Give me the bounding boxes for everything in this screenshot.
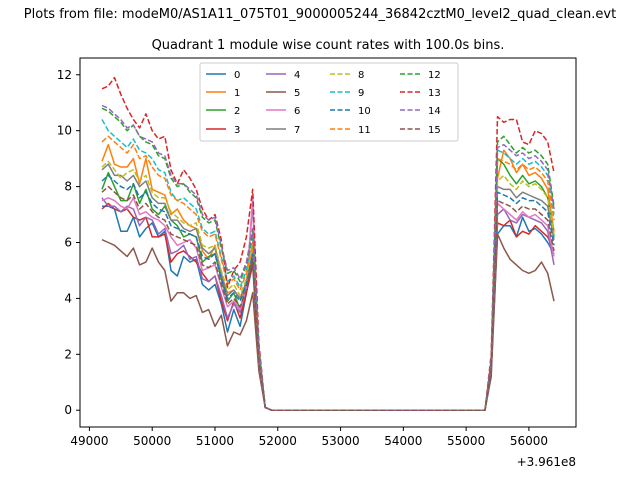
x-tick-label: 50000	[133, 434, 171, 448]
legend-label-3: 3	[234, 125, 240, 136]
legend-label-4: 4	[294, 70, 300, 81]
series-line-11	[101, 135, 555, 411]
y-tick-label: 2	[64, 347, 72, 361]
series-line-0	[102, 205, 555, 411]
y-tick-label: 12	[57, 68, 72, 82]
figure-suptitle: Plots from file: modeM0/AS1A11_075T01_90…	[24, 7, 616, 22]
series-line-10	[101, 174, 555, 411]
y-tick-label: 0	[64, 403, 72, 417]
plot-area: 49000 50000 51000 52000 53000 54000 55000 56000…	[57, 57, 577, 469]
series-layer	[101, 76, 555, 411]
y-axis: 0 2 4 6 8 10 12	[57, 68, 80, 417]
series-line-7	[101, 163, 555, 411]
legend-label-12: 12	[428, 70, 441, 81]
legend-label-5: 5	[294, 88, 300, 99]
series-line-8	[101, 160, 555, 411]
legend-label-7: 7	[294, 125, 300, 136]
chart-title: Quadrant 1 module wise count rates with …	[152, 38, 505, 53]
legend-label-8: 8	[358, 70, 364, 81]
y-tick-label: 6	[64, 236, 72, 250]
legend-label-9: 9	[358, 88, 364, 99]
legend-label-14: 14	[428, 106, 441, 117]
legend-label-1: 1	[234, 88, 240, 99]
legend-label-2: 2	[234, 106, 240, 117]
legend-frame	[199, 62, 459, 142]
series-line-15	[101, 185, 555, 411]
x-tick-label: 53000	[321, 434, 359, 448]
legend-label-11: 11	[358, 125, 371, 136]
x-offset-label: +3.961e8	[517, 455, 576, 469]
series-line-1	[101, 143, 555, 411]
series-line-4	[101, 197, 555, 411]
x-tick-label: 54000	[384, 434, 422, 448]
x-tick-label: 52000	[259, 434, 297, 448]
x-tick-label: 56000	[510, 434, 548, 448]
legend-label-10: 10	[358, 106, 371, 117]
legend-label-15: 15	[428, 125, 441, 136]
x-tick-label: 51000	[196, 434, 234, 448]
x-tick-label: 55000	[447, 434, 485, 448]
x-tick-label: 49000	[70, 434, 108, 448]
legend-label-6: 6	[294, 106, 300, 117]
series-line-6	[101, 197, 555, 411]
y-tick-label: 8	[64, 180, 72, 194]
y-tick-label: 4	[64, 291, 72, 305]
series-line-2	[101, 157, 555, 411]
legend-label-0: 0	[234, 70, 240, 81]
x-axis: 49000 50000 51000 52000 53000 54000 55000 56000	[70, 427, 548, 448]
y-tick-label: 10	[57, 124, 72, 138]
legend-label-13: 13	[428, 88, 441, 99]
